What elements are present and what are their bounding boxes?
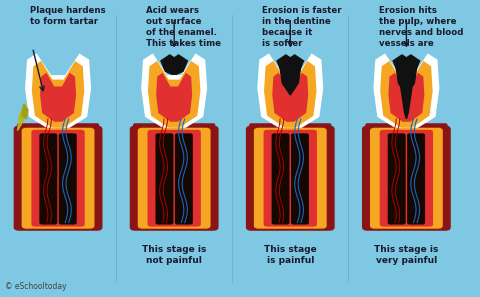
Polygon shape	[393, 55, 420, 74]
FancyBboxPatch shape	[39, 133, 57, 225]
FancyBboxPatch shape	[407, 133, 425, 225]
Polygon shape	[161, 55, 187, 74]
Polygon shape	[40, 73, 76, 122]
Polygon shape	[396, 56, 418, 95]
Text: Erosion hits
the pulp, where
nerves and blood
vessels are: Erosion hits the pulp, where nerves and …	[379, 6, 463, 48]
FancyBboxPatch shape	[370, 128, 443, 229]
Text: © eSchooltoday: © eSchooltoday	[5, 282, 66, 291]
FancyBboxPatch shape	[362, 126, 451, 231]
Text: This stage is
not painful: This stage is not painful	[142, 245, 206, 265]
Polygon shape	[148, 61, 201, 128]
Polygon shape	[17, 104, 27, 131]
Polygon shape	[264, 61, 316, 128]
FancyBboxPatch shape	[59, 133, 77, 225]
Polygon shape	[279, 56, 301, 95]
FancyBboxPatch shape	[272, 133, 289, 225]
FancyBboxPatch shape	[147, 130, 201, 227]
FancyBboxPatch shape	[17, 123, 99, 138]
Polygon shape	[141, 53, 207, 131]
FancyBboxPatch shape	[388, 133, 406, 225]
FancyBboxPatch shape	[31, 130, 84, 227]
FancyBboxPatch shape	[133, 123, 216, 138]
Polygon shape	[373, 53, 439, 131]
FancyBboxPatch shape	[254, 128, 327, 229]
FancyBboxPatch shape	[249, 123, 331, 138]
Polygon shape	[32, 61, 84, 128]
FancyBboxPatch shape	[22, 128, 95, 229]
Polygon shape	[22, 104, 28, 119]
Text: Plaque hardens
to form tartar: Plaque hardens to form tartar	[30, 6, 106, 26]
Polygon shape	[25, 53, 91, 131]
FancyBboxPatch shape	[380, 130, 433, 227]
Polygon shape	[388, 73, 424, 122]
FancyBboxPatch shape	[138, 128, 211, 229]
FancyBboxPatch shape	[365, 123, 447, 138]
FancyBboxPatch shape	[291, 133, 309, 225]
FancyBboxPatch shape	[175, 133, 193, 225]
Polygon shape	[277, 55, 303, 74]
Text: This stage is
very painful: This stage is very painful	[374, 245, 439, 265]
Text: Erosion is faster
in the dentine
because it
is softer: Erosion is faster in the dentine because…	[263, 6, 342, 48]
FancyBboxPatch shape	[156, 133, 173, 225]
FancyBboxPatch shape	[246, 126, 335, 231]
Polygon shape	[397, 58, 415, 119]
Text: Acid wears
out surface
of the enamel.
This takes time: Acid wears out surface of the enamel. Th…	[146, 6, 221, 48]
Polygon shape	[156, 73, 192, 122]
Polygon shape	[257, 53, 324, 131]
FancyBboxPatch shape	[130, 126, 218, 231]
FancyBboxPatch shape	[13, 126, 102, 231]
Polygon shape	[380, 61, 432, 128]
Text: This stage
is painful: This stage is painful	[264, 245, 317, 265]
FancyBboxPatch shape	[264, 130, 317, 227]
Polygon shape	[272, 73, 308, 122]
